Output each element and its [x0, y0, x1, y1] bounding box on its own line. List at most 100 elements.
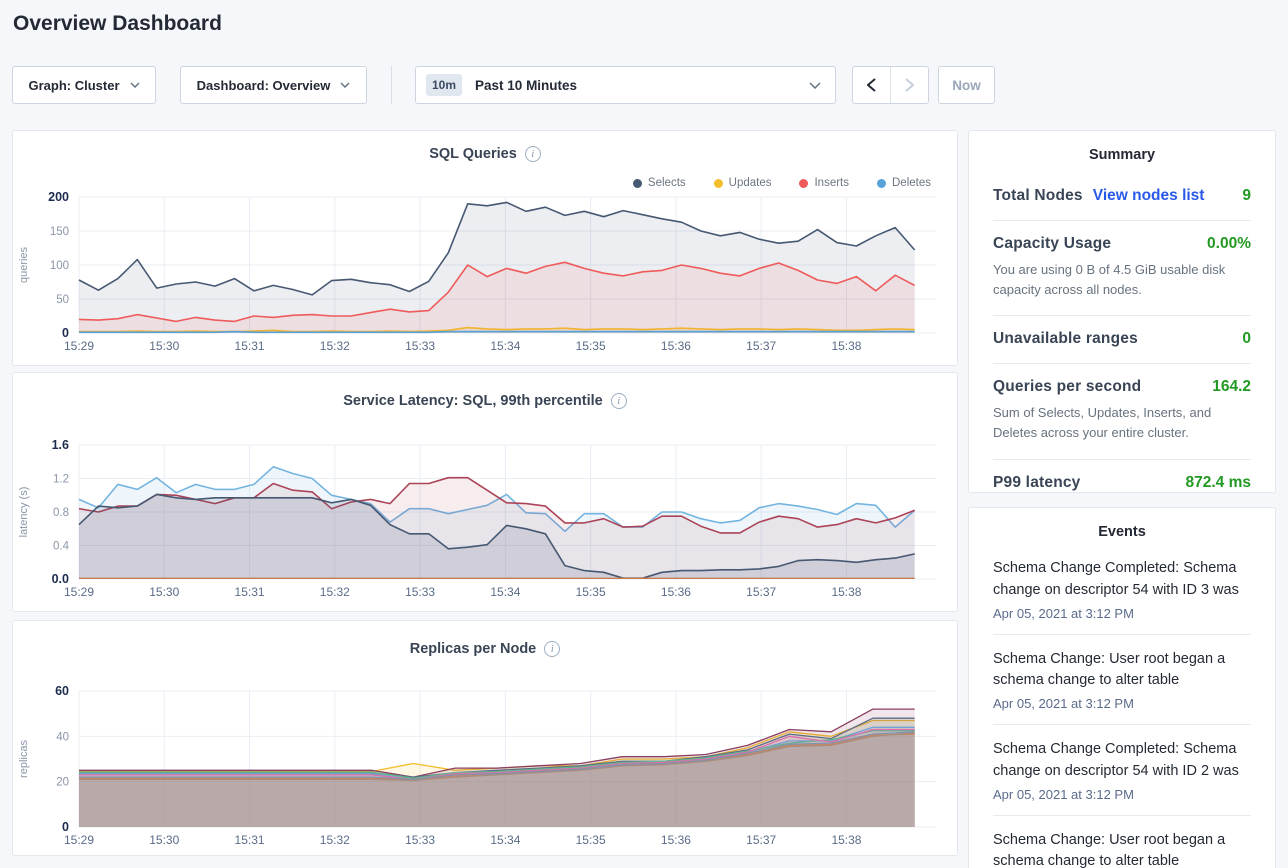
unavailable-ranges-label: Unavailable ranges: [993, 330, 1138, 348]
unavailable-ranges-value: 0: [1242, 330, 1251, 348]
sql-queries-chart-card: SQL Queries i Selects Updates Inserts De…: [12, 130, 958, 366]
event-timestamp: Apr 05, 2021 at 3:12 PM: [993, 786, 1134, 802]
svg-text:15:38: 15:38: [831, 833, 861, 847]
chart-title: Service Latency: SQL, 99th percentile: [343, 393, 603, 409]
summary-row-p99: P99 latency 872.4 ms: [993, 474, 1251, 492]
page-title: Overview Dashboard: [13, 12, 222, 35]
svg-text:60: 60: [55, 685, 69, 698]
chevron-down-icon: [809, 81, 821, 89]
summary-panel: Summary Total Nodes View nodes list 9 Ca…: [968, 130, 1276, 493]
time-next-button[interactable]: [891, 67, 928, 103]
legend-item-inserts[interactable]: Inserts: [799, 177, 849, 189]
svg-text:15:29: 15:29: [64, 833, 94, 847]
events-list: Schema Change Completed: Schema change o…: [993, 558, 1251, 868]
summary-title: Summary: [1088, 147, 1156, 163]
service-latency-plot[interactable]: 0.0 0.4 0.8 1.2 1.6 15:29 15:30 15:31 15:32 15:33…: [13, 439, 959, 605]
events-panel: Events Schema Change Completed: Schema c…: [968, 507, 1276, 868]
events-title: Events: [1098, 524, 1146, 540]
svg-text:latency (s): latency (s): [18, 487, 30, 538]
info-icon[interactable]: i: [610, 393, 627, 409]
chevron-left-icon: [867, 78, 876, 92]
p99-latency-label: P99 latency: [993, 473, 1081, 491]
svg-text:queries: queries: [18, 246, 30, 283]
svg-text:15:36: 15:36: [661, 833, 691, 847]
now-button[interactable]: Now: [938, 66, 995, 104]
svg-text:0: 0: [62, 326, 69, 340]
divider: [993, 220, 1251, 221]
svg-text:0.0: 0.0: [52, 572, 69, 586]
sql-queries-plot[interactable]: 0 50 100 150 200 15:29 15:30 15:31 15:32 15:33 15:…: [13, 191, 959, 359]
summary-row-total-nodes: Total Nodes View nodes list 9: [993, 187, 1251, 205]
svg-text:15:32: 15:32: [320, 833, 350, 847]
replicas-plot[interactable]: 0 20 40 60 15:29 15:30 15:31 15:32 15:33 15:34 15:…: [13, 685, 959, 853]
svg-text:15:36: 15:36: [661, 585, 691, 599]
svg-text:100: 100: [50, 260, 69, 272]
divider: [993, 363, 1251, 365]
svg-text:15:36: 15:36: [661, 339, 691, 353]
info-icon[interactable]: i: [544, 641, 561, 657]
chevron-down-icon: [129, 82, 140, 88]
event-item: Schema Change Completed: Schema change o…: [993, 739, 1251, 802]
divider: [993, 814, 1251, 816]
legend-dot: [877, 178, 886, 188]
time-prev-button[interactable]: [853, 67, 890, 103]
summary-row-unavailable: Unavailable ranges 0: [993, 330, 1251, 348]
view-nodes-list-link[interactable]: View nodes list: [1092, 187, 1205, 204]
svg-text:15:34: 15:34: [490, 585, 520, 599]
time-range-label: Past 10 Minutes: [475, 77, 578, 93]
svg-text:15:33: 15:33: [405, 585, 435, 599]
chart-title: SQL Queries: [429, 146, 517, 162]
divider: [993, 458, 1251, 460]
event-text: Schema Change Completed: Schema change o…: [993, 560, 1239, 598]
svg-text:15:32: 15:32: [320, 339, 350, 353]
event-item: Schema Change: User root began a schema …: [993, 649, 1251, 712]
event-timestamp: Apr 05, 2021 at 3:12 PM: [993, 696, 1134, 711]
now-button-label: Now: [952, 77, 981, 93]
svg-text:15:35: 15:35: [576, 833, 606, 847]
time-range-dropdown[interactable]: 10m Past 10 Minutes: [415, 66, 836, 104]
time-nav-separator: [890, 67, 891, 103]
svg-text:20: 20: [56, 777, 69, 789]
svg-text:0.4: 0.4: [53, 541, 70, 553]
info-icon[interactable]: i: [524, 146, 541, 162]
svg-text:15:34: 15:34: [490, 833, 520, 847]
svg-text:0: 0: [62, 820, 69, 834]
svg-text:15:34: 15:34: [490, 339, 520, 353]
legend-dot: [713, 178, 723, 188]
svg-text:15:30: 15:30: [149, 833, 179, 847]
legend-item-deletes[interactable]: Deletes: [877, 177, 931, 189]
svg-text:1.6: 1.6: [52, 439, 69, 452]
total-nodes-value: 9: [1242, 187, 1251, 204]
svg-text:15:35: 15:35: [576, 339, 606, 353]
svg-text:15:31: 15:31: [235, 339, 265, 353]
event-item: Schema Change Completed: Schema change o…: [993, 558, 1251, 621]
dashboard-dropdown-label: Dashboard: Overview: [196, 77, 331, 93]
graph-dropdown[interactable]: Graph: Cluster: [12, 66, 156, 104]
svg-text:15:38: 15:38: [831, 585, 861, 599]
svg-text:15:33: 15:33: [405, 339, 435, 353]
legend-dot: [799, 178, 809, 188]
time-nav-group: [852, 66, 929, 104]
p99-latency-value: 872.4 ms: [1185, 473, 1252, 491]
divider: [993, 724, 1251, 725]
svg-text:15:37: 15:37: [746, 585, 776, 599]
qps-description: Sum of Selects, Updates, Inserts, and De…: [993, 405, 1212, 441]
svg-text:15:33: 15:33: [405, 833, 435, 847]
summary-row-capacity: Capacity Usage 0.00%: [993, 235, 1251, 253]
service-latency-chart-card: Service Latency: SQL, 99th percentile i …: [12, 372, 958, 612]
qps-label: Queries per second: [993, 378, 1142, 396]
svg-text:150: 150: [50, 226, 69, 238]
svg-text:0.8: 0.8: [53, 507, 69, 519]
legend-item-selects[interactable]: Selects: [632, 177, 686, 189]
svg-text:replicas: replicas: [18, 740, 30, 778]
event-text: Schema Change Completed: Schema change o…: [993, 741, 1239, 779]
capacity-description: You are using 0 B of 4.5 GiB usable disk…: [993, 262, 1226, 298]
legend-item-updates[interactable]: Updates: [713, 177, 771, 189]
svg-text:40: 40: [56, 731, 69, 743]
dashboard-dropdown[interactable]: Dashboard: Overview: [180, 66, 367, 104]
svg-text:1.2: 1.2: [53, 474, 69, 486]
chevron-right-icon: [905, 78, 914, 92]
capacity-label: Capacity Usage: [993, 235, 1112, 252]
svg-text:15:37: 15:37: [746, 833, 776, 847]
summary-row-qps: Queries per second 164.2: [993, 378, 1251, 396]
